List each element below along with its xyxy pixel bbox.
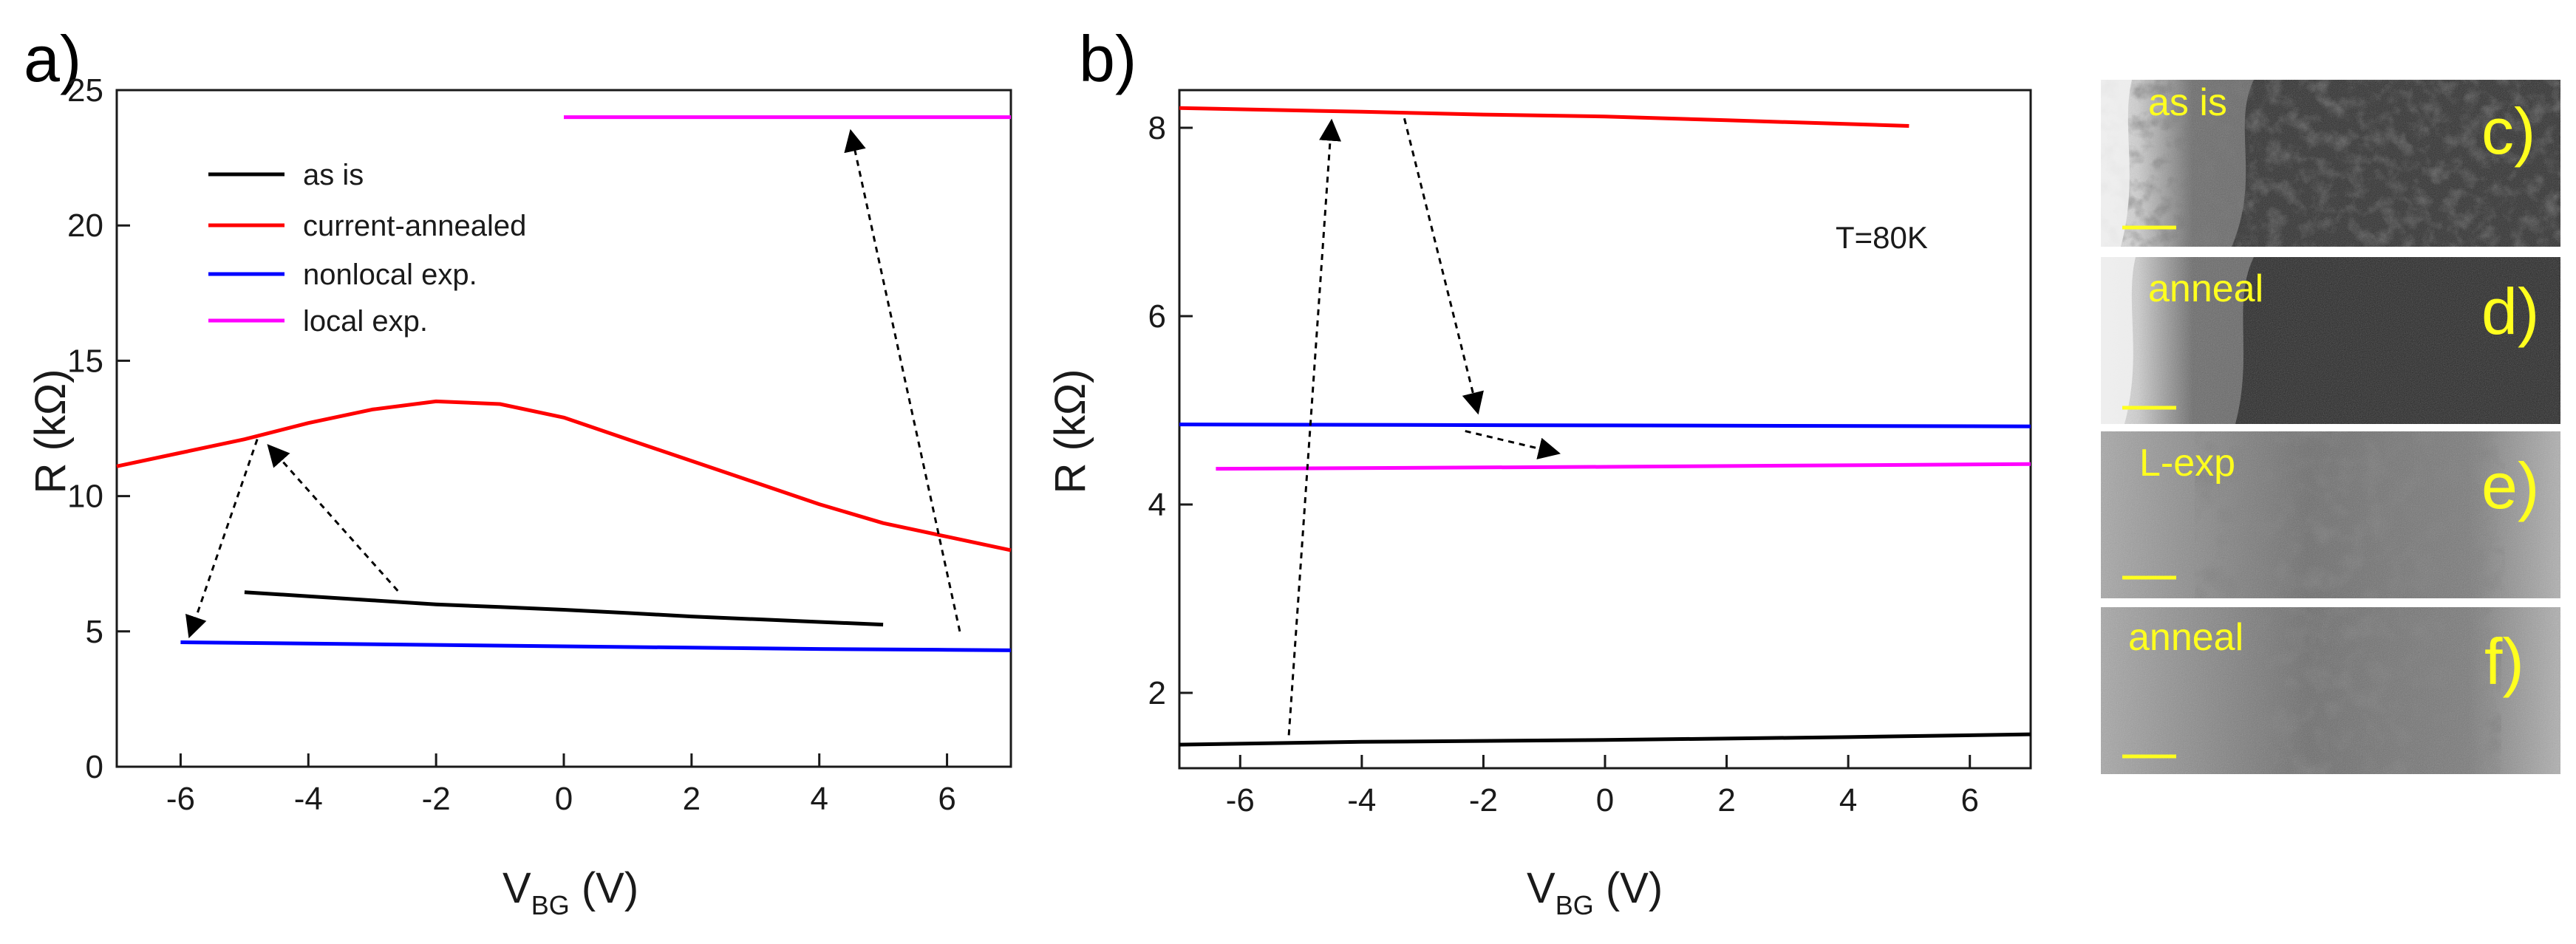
panel-a-x-tick-label: 2 bbox=[683, 781, 701, 817]
legend-label-as-is: as is bbox=[303, 159, 364, 191]
panel-a-series-current-annealed bbox=[116, 399, 1012, 553]
panel-a-x-tick-label: 4 bbox=[810, 781, 828, 817]
panel-b-x-tick-label: 6 bbox=[1960, 782, 1978, 818]
panel-a-x-tick-label: 6 bbox=[938, 781, 955, 817]
micrograph-c-label: as is bbox=[2148, 81, 2227, 124]
panel-a-legend: as is current-annealed nonlocal exp. loc… bbox=[208, 159, 526, 338]
temperature-annotation: T=80K bbox=[1836, 220, 1928, 255]
micrograph-c-letter: c) bbox=[2481, 95, 2535, 168]
panel-b-y-axis-label: R (kΩ) bbox=[1046, 369, 1094, 494]
panel-a-dashed-arrow bbox=[844, 129, 961, 632]
panel-b-series-current-annealed bbox=[1179, 106, 1909, 128]
panel-a-y-tick-label: 25 bbox=[67, 72, 103, 109]
panel-a-plot-frame bbox=[115, 89, 1012, 768]
panel-a-y-tick-label: 10 bbox=[67, 479, 103, 515]
panel-b-plot-frame bbox=[1178, 89, 2032, 770]
panel-b-dashed-arrow bbox=[1465, 430, 1561, 459]
micrograph-d: anneal d) bbox=[2101, 257, 2560, 424]
panel-a: a) -6 -4 -2 0 2 4 6 0 5 10 15 20 25 as is current-an… bbox=[24, 22, 1012, 920]
panel-a-series-nonlocal-exp- bbox=[180, 640, 1012, 652]
panel-a-series-as-is bbox=[244, 590, 884, 627]
panel-a-y-axis-label: R (kΩ) bbox=[27, 369, 75, 494]
panel-a-x-tick-label: -2 bbox=[422, 781, 451, 817]
panel-a-dashed-arrow bbox=[185, 439, 259, 639]
panel-b-x-tick-label: 2 bbox=[1717, 782, 1735, 818]
micrograph-f-letter: f) bbox=[2484, 625, 2524, 698]
panel-a-dashed-arrow bbox=[267, 444, 399, 592]
panel-b-dashed-arrow bbox=[1287, 118, 1342, 736]
panel-a-x-tick-label: 0 bbox=[555, 781, 573, 817]
micrograph-f-label: anneal bbox=[2128, 616, 2243, 659]
panel-b-x-tick-label: 4 bbox=[1839, 782, 1857, 818]
panel-b-dashed-arrow bbox=[1403, 117, 1484, 415]
panel-a-y-tick-label: 5 bbox=[86, 614, 103, 650]
micrograph-e-letter: e) bbox=[2481, 449, 2539, 522]
panel-a-x-tick-label: -6 bbox=[166, 781, 195, 817]
micrograph-e: L-exp e) bbox=[2101, 431, 2560, 598]
panel-b-y-tick-label: 2 bbox=[1148, 675, 1166, 711]
panel-b-series-local-exp- bbox=[1216, 462, 2031, 471]
legend-label-current-annealed: current-annealed bbox=[303, 210, 526, 242]
panel-a-x-axis-label: VBG (V) bbox=[502, 864, 638, 920]
panel-a-label: a) bbox=[24, 22, 81, 95]
micrograph-f: anneal f) bbox=[2101, 607, 2560, 774]
panel-b-y-tick-label: 6 bbox=[1148, 298, 1166, 335]
panel-b-x-tick-label: -2 bbox=[1469, 782, 1498, 818]
panel-b-x-tick-label: 0 bbox=[1596, 782, 1614, 818]
micrograph-d-letter: d) bbox=[2481, 275, 2539, 348]
panel-a-y-tick-label: 20 bbox=[67, 208, 103, 244]
micrograph-c: as is c) bbox=[2101, 80, 2560, 247]
micrograph-e-label: L-exp bbox=[2139, 442, 2235, 485]
panel-b-label: b) bbox=[1079, 22, 1137, 95]
panel-b-y-tick-label: 4 bbox=[1148, 487, 1166, 523]
micrograph-panels: as is c) anneal d) L-exp e) bbox=[2101, 80, 2560, 774]
legend-label-local: local exp. bbox=[303, 305, 428, 338]
panel-a-x-tick-label: -4 bbox=[294, 781, 323, 817]
panel-a-y-tick-label: 15 bbox=[67, 343, 103, 379]
micrograph-d-label: anneal bbox=[2148, 267, 2263, 310]
panel-a-y-tick-label: 0 bbox=[86, 749, 103, 785]
panel-b: b) -6 -4 -2 0 2 4 6 2 4 6 8 T=80K VBG (V) R (kΩ) bbox=[1046, 22, 2032, 920]
panel-b-series-nonlocal-exp- bbox=[1179, 423, 2031, 428]
panel-b-x-axis-label: VBG (V) bbox=[1527, 864, 1663, 920]
panel-b-series-as-is bbox=[1179, 732, 2031, 747]
panel-b-y-tick-label: 8 bbox=[1148, 110, 1166, 146]
panel-b-x-tick-label: -6 bbox=[1226, 782, 1255, 818]
legend-label-nonlocal: nonlocal exp. bbox=[303, 259, 477, 291]
panel-b-x-tick-label: -4 bbox=[1347, 782, 1376, 818]
